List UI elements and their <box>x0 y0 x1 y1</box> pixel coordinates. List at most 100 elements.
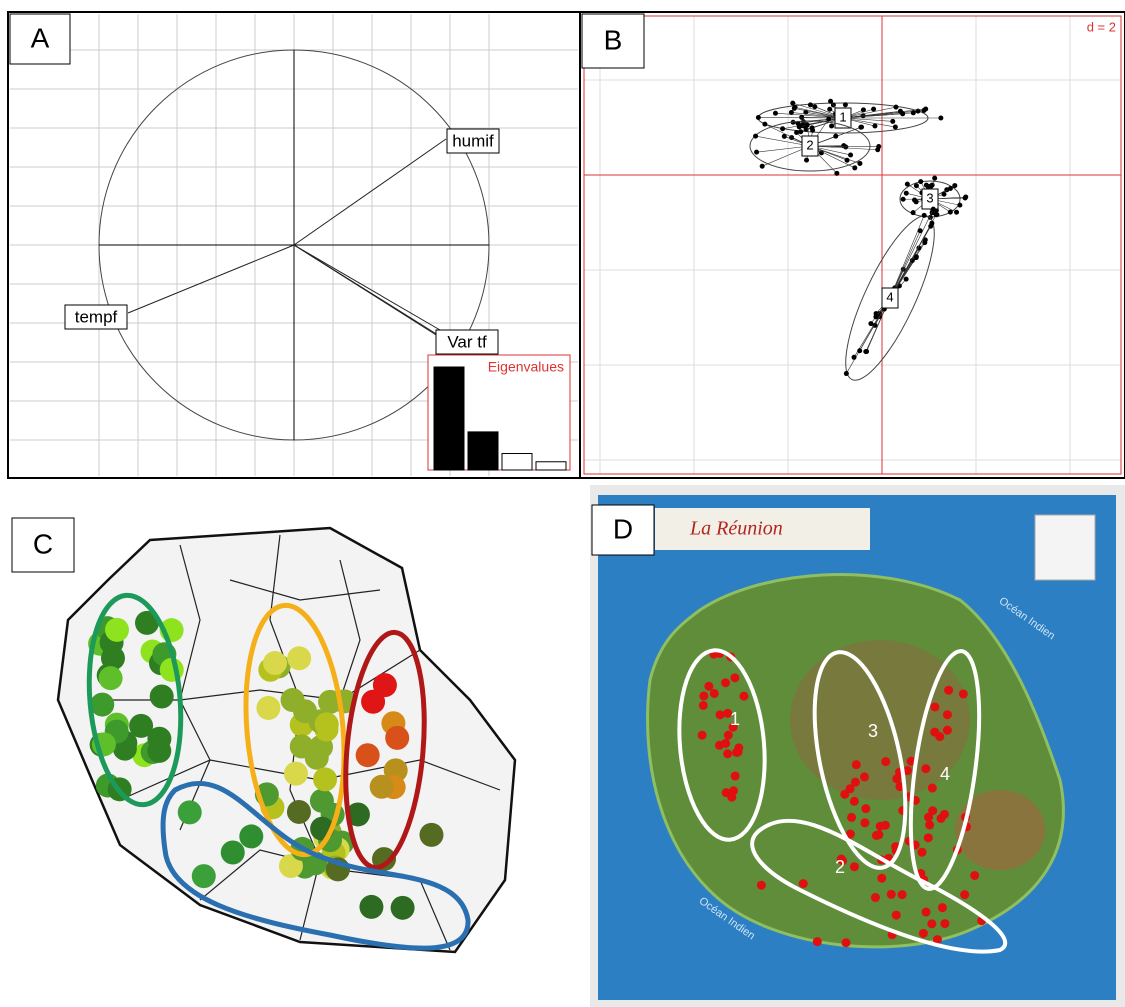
point <box>890 118 896 124</box>
blob <box>385 725 410 750</box>
point <box>922 240 928 246</box>
point <box>857 160 863 166</box>
blob <box>355 743 380 768</box>
point <box>804 122 810 128</box>
site <box>698 700 708 710</box>
scale-label: d = 2 <box>1087 19 1116 34</box>
spider-line <box>775 112 844 119</box>
site <box>840 789 850 799</box>
blob <box>147 738 172 763</box>
point <box>930 206 936 212</box>
point <box>804 157 810 163</box>
site <box>849 862 859 872</box>
eigenvalue-bar <box>535 461 567 471</box>
point <box>807 102 813 108</box>
blob <box>419 822 444 847</box>
blob <box>263 651 288 676</box>
point <box>794 129 800 135</box>
site <box>927 783 937 793</box>
group-label: 4 <box>886 289 893 304</box>
point <box>928 183 934 189</box>
point <box>932 175 938 181</box>
variable-label: Var tf <box>447 332 487 351</box>
arrow <box>127 244 295 314</box>
site <box>970 870 980 880</box>
site <box>728 722 738 732</box>
blob <box>105 617 130 642</box>
panel-d: La Réunion Océan Indien Océan Indien 1 2… <box>590 485 1125 1007</box>
blob <box>369 774 394 799</box>
point <box>799 114 805 120</box>
site <box>723 730 733 740</box>
blob <box>292 699 317 724</box>
spider-line <box>842 113 903 119</box>
site <box>734 743 744 753</box>
point <box>921 212 927 218</box>
point <box>859 124 865 130</box>
panel-label-box <box>581 13 645 69</box>
point <box>812 104 818 110</box>
point <box>828 98 834 104</box>
point <box>827 106 833 112</box>
blob <box>149 684 174 709</box>
point <box>810 127 816 133</box>
group-label: 1 <box>839 109 846 124</box>
site <box>861 804 871 814</box>
site <box>930 702 940 712</box>
site <box>958 689 968 699</box>
point <box>910 210 916 216</box>
site <box>960 890 970 900</box>
point <box>872 123 878 129</box>
cluster-labels: 1 2 3 4 <box>730 709 950 877</box>
site <box>881 757 891 767</box>
site <box>921 764 931 774</box>
variable-label: tempf <box>75 307 118 326</box>
blob <box>314 712 339 737</box>
group-ellipse <box>845 215 935 381</box>
site <box>715 710 725 720</box>
spider-line <box>842 117 896 128</box>
site <box>849 796 859 806</box>
point <box>954 209 960 215</box>
site <box>923 833 933 843</box>
point <box>893 104 899 110</box>
site <box>891 910 901 920</box>
cluster-label: 2 <box>835 857 845 877</box>
site <box>845 829 855 839</box>
point <box>923 106 929 112</box>
point <box>947 185 953 191</box>
point <box>762 121 768 127</box>
site <box>714 740 724 750</box>
spider-line <box>809 145 878 151</box>
point <box>863 349 869 355</box>
site <box>902 766 912 776</box>
eigenvalue-title: Eigenvalues <box>488 359 564 375</box>
site <box>927 919 937 929</box>
spider-line <box>889 208 934 299</box>
site <box>739 691 749 701</box>
site <box>937 903 947 913</box>
site <box>921 907 931 917</box>
panel-frame <box>579 11 1125 479</box>
site <box>728 786 738 796</box>
cluster-label: 3 <box>868 721 878 741</box>
blob <box>256 695 281 720</box>
site <box>918 928 928 938</box>
point <box>818 150 824 156</box>
point <box>913 199 919 205</box>
blob <box>98 666 123 691</box>
site <box>723 708 733 718</box>
site <box>942 710 952 720</box>
point <box>868 321 874 327</box>
point <box>947 209 953 215</box>
site <box>877 873 887 883</box>
site <box>859 772 869 782</box>
variable-label: humif <box>452 131 494 150</box>
blob <box>177 800 202 825</box>
point <box>781 133 787 139</box>
point <box>917 228 923 234</box>
site <box>845 784 855 794</box>
site <box>925 820 935 830</box>
cluster-outlines <box>677 648 1008 954</box>
